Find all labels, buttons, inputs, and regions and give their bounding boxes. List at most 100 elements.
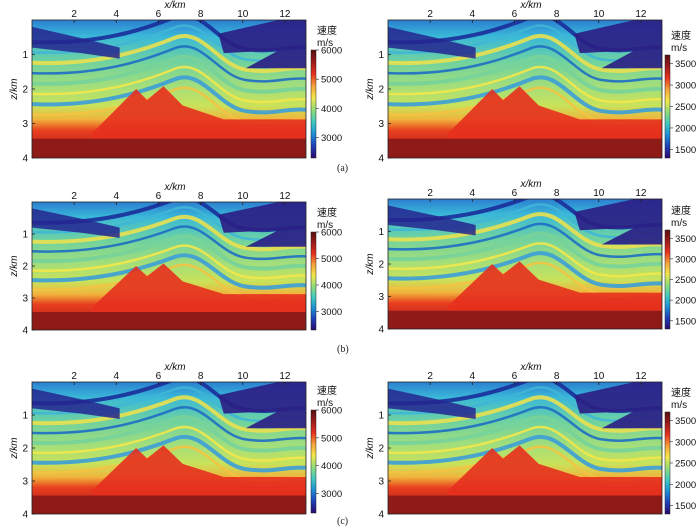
y-tick-label: 2 — [378, 444, 384, 455]
x-axis-label: x/km — [519, 179, 541, 190]
colorbar-tick-label: 5000 — [321, 254, 342, 265]
y-tick-label: 3 — [378, 477, 384, 488]
x-axis-label: x/km — [163, 0, 185, 11]
deep-layer — [32, 495, 306, 514]
colorbar-unit: m/s — [671, 218, 687, 229]
layer-band — [32, 253, 306, 290]
y-axis-label: z/km — [365, 253, 376, 275]
panel-b-right: 2 4 6 8 10 12x/km1234z/km速度m/s350030002500200… — [365, 179, 696, 336]
colorbar — [664, 411, 671, 515]
layer-band — [32, 395, 306, 433]
colorbar-unit: m/s — [317, 38, 333, 49]
y-tick-label: 1 — [378, 50, 384, 61]
colorbar-tick-label: 3500 — [675, 59, 696, 70]
x-tick-label: 10 — [593, 9, 605, 20]
x-tick-label: 8 — [198, 9, 204, 20]
colorbar-tick-label: 3000 — [321, 307, 342, 318]
x-tick-label: 12 — [635, 188, 647, 199]
high-velocity-wedge — [448, 261, 662, 311]
layer-band — [32, 45, 306, 83]
low-velocity-band — [32, 388, 120, 419]
x-tick-label: 10 — [237, 9, 249, 20]
y-axis-label: z/km — [9, 437, 20, 459]
layer-band — [32, 244, 306, 280]
y-tick-label: 3 — [378, 292, 384, 303]
colorbar-title: 速度 — [317, 24, 337, 37]
x-tick-label: 4 — [470, 371, 476, 382]
y-tick-label: 4 — [378, 510, 384, 521]
x-tick-label: 10 — [593, 188, 605, 199]
x-tick-label: 4 — [470, 188, 476, 199]
x-tick-label: 12 — [279, 191, 291, 202]
layer-band — [32, 415, 306, 453]
colorbar-tick-label: 2000 — [675, 296, 696, 307]
colorbar-title: 速度 — [671, 204, 691, 217]
layer-band — [388, 212, 662, 250]
low-velocity-band — [32, 26, 120, 59]
colorbar-title: 速度 — [317, 384, 337, 397]
colorbar-tick-label: 5000 — [321, 75, 342, 86]
fault-block — [574, 382, 662, 429]
colorbar-tick-label: 6000 — [321, 228, 342, 239]
deep-layer — [388, 138, 662, 158]
x-tick-label: 6 — [512, 371, 518, 382]
x-tick-label: 4 — [470, 9, 476, 20]
x-tick-label: 10 — [237, 371, 249, 382]
colorbar-tick-label: 2000 — [675, 123, 696, 134]
y-tick-label: 4 — [378, 325, 384, 336]
layer-band — [32, 75, 306, 115]
deep-layer — [32, 312, 306, 330]
x-axis-label: x/km — [519, 362, 541, 373]
x-axis-label: x/km — [163, 362, 185, 373]
velocity-image — [32, 202, 306, 330]
colorbar-tick-label: 4000 — [321, 461, 342, 472]
x-axis-label: x/km — [519, 0, 541, 11]
colorbar — [664, 54, 671, 159]
x-tick-label: 8 — [198, 371, 204, 382]
high-velocity-wedge — [92, 86, 306, 139]
velocity-image — [388, 20, 662, 158]
colorbar-title: 速度 — [671, 386, 691, 399]
low-velocity-band — [32, 208, 120, 238]
x-tick-label: 2 — [427, 9, 433, 20]
colorbar — [310, 231, 317, 331]
layer-band — [388, 425, 662, 462]
colorbar-unit: m/s — [317, 220, 333, 231]
colorbar-title: 速度 — [671, 29, 691, 42]
x-tick-label: 8 — [554, 188, 560, 199]
colorbar-tick-label: 2500 — [675, 275, 696, 286]
layer-band — [32, 234, 306, 271]
colorbar — [310, 49, 317, 159]
layer-band — [32, 54, 306, 94]
x-tick-label: 10 — [237, 191, 249, 202]
panel-a-left: 2 4 6 8 10 12x/km1234z/km速度m/s600050004000300… — [9, 0, 342, 165]
panel-b-left: 2 4 6 8 10 12x/km1234z/km速度m/s600050004000300… — [9, 182, 342, 337]
x-tick-label: 2 — [71, 9, 77, 20]
velocity-image — [388, 199, 662, 329]
colorbar-tick-label: 3500 — [675, 234, 696, 245]
velocity-image — [32, 20, 306, 158]
layer-band — [388, 231, 662, 269]
panel-a-right: 2 4 6 8 10 12x/km1234z/km速度m/s350030002500200… — [365, 0, 696, 165]
layer-band — [32, 225, 306, 261]
colorbar-tick-label: 3000 — [321, 489, 342, 500]
layer-band — [388, 395, 662, 433]
x-tick-label: 6 — [156, 9, 162, 20]
velocity-image — [32, 382, 306, 514]
fault-block — [218, 382, 306, 429]
colorbar-tick-label: 5000 — [321, 433, 342, 444]
y-tick-label: 4 — [22, 510, 28, 521]
layer-band — [32, 34, 306, 74]
fault-block — [574, 20, 662, 69]
colorbar — [310, 409, 317, 514]
high-velocity-wedge — [448, 445, 662, 496]
colorbar-tick-label: 2500 — [675, 459, 696, 470]
x-tick-label: 4 — [114, 9, 120, 20]
y-tick-label: 3 — [22, 477, 28, 488]
y-tick-label: 4 — [378, 154, 384, 165]
layer-band — [388, 54, 662, 94]
panel-c-left: 2 4 6 8 10 12x/km1234z/km速度m/s600050004000300… — [9, 362, 342, 521]
x-tick-label: 6 — [156, 371, 162, 382]
x-tick-label: 2 — [427, 188, 433, 199]
high-velocity-wedge — [448, 86, 662, 139]
